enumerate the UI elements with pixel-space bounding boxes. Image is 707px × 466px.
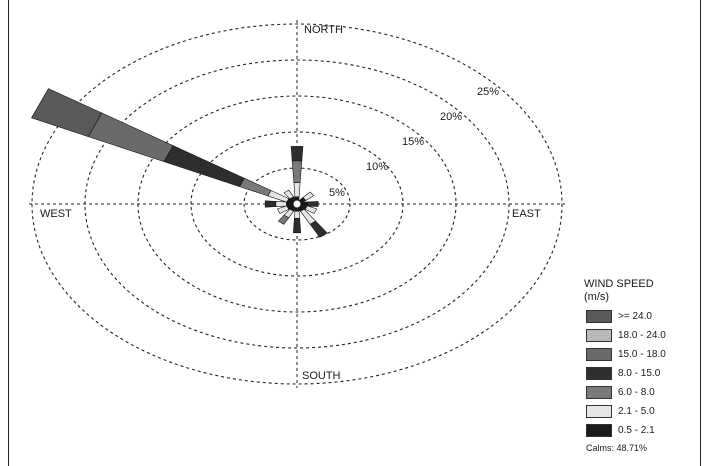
- calm-centre: [292, 199, 302, 209]
- legend-title: WIND SPEED: [584, 278, 654, 290]
- legend-swatch: [586, 405, 612, 418]
- legend-item: 8.0 - 15.0: [584, 365, 704, 384]
- legend-item: 15.0 - 18.0: [584, 346, 704, 365]
- legend-swatch: [586, 424, 612, 437]
- legend-swatch: [586, 310, 612, 323]
- legend-label: 2.1 - 5.0: [618, 406, 655, 417]
- legend-unit: (m/s): [584, 291, 610, 303]
- legend: WIND SPEED (m/s) >= 24.0 18.0 - 24.0 15.0 …: [584, 278, 704, 453]
- petal-120-segment-1: [304, 205, 318, 214]
- petal-180-segment-1: [294, 210, 300, 219]
- ring-label-25: 25%: [477, 86, 499, 98]
- legend-rows: >= 24.0 18.0 - 24.0 15.0 - 18.0 8.0 - 15.0 6…: [584, 308, 704, 441]
- legend-label: 18.0 - 24.0: [618, 330, 666, 341]
- petal-0-segment-1: [293, 182, 301, 198]
- legend-label: 6.0 - 8.0: [618, 387, 655, 398]
- petal-300: [31, 88, 299, 206]
- direction-label-east: EAST: [512, 208, 541, 220]
- legend-item: 18.0 - 24.0: [584, 327, 704, 346]
- petal-330-segment-1: [283, 189, 294, 200]
- petal-240-segment-1: [276, 205, 290, 214]
- chart-frame: [8, 0, 701, 466]
- petal-180-segment-2: [292, 218, 302, 234]
- axes-group: [29, 20, 565, 388]
- petal-300-segment-2: [239, 177, 272, 197]
- petals-group: [31, 88, 328, 238]
- legend-label: 8.0 - 15.0: [618, 368, 661, 379]
- petal-300-segment-5: [31, 88, 103, 137]
- ring-label-10: 10%: [366, 161, 388, 173]
- petal-0: [290, 146, 304, 205]
- petal-210-segment-2: [277, 214, 290, 225]
- direction-label-north: NORTH: [304, 24, 343, 36]
- petal-90-segment-1: [307, 201, 319, 207]
- legend-swatch: [586, 329, 612, 342]
- ring-label-15: 15%: [402, 136, 424, 148]
- petal-270-segment-1: [275, 201, 287, 207]
- legend-label: 0.5 - 2.1: [618, 425, 655, 436]
- petal-0-segment-2: [291, 160, 303, 183]
- labels-group: NORTH SOUTH WEST EAST 5% 10% 15% 20% 25%: [40, 24, 541, 382]
- ring-25: [31, 23, 563, 385]
- petal-0-segment-3: [290, 146, 304, 162]
- legend-swatch: [586, 386, 612, 399]
- petal-150-segment-2: [309, 220, 328, 238]
- ring-label-20: 20%: [440, 111, 462, 123]
- direction-label-south: SOUTH: [302, 370, 341, 382]
- direction-label-west: WEST: [40, 208, 72, 220]
- legend-item: 0.5 - 2.1: [584, 422, 704, 441]
- legend-label: 15.0 - 18.0: [618, 349, 666, 360]
- legend-label: >= 24.0: [618, 311, 652, 322]
- ring-label-5: 5%: [329, 187, 345, 199]
- petal-45-segment-1: [302, 191, 315, 201]
- calms-label: Calms: 48.71%: [586, 443, 648, 453]
- legend-swatch: [586, 367, 612, 380]
- petal-270-segment-2: [264, 200, 277, 208]
- legend-item: 2.1 - 5.0: [584, 403, 704, 422]
- legend-swatch: [586, 348, 612, 361]
- legend-item: 6.0 - 8.0: [584, 384, 704, 403]
- legend-item: >= 24.0: [584, 308, 704, 327]
- petal-300-segment-3: [163, 145, 245, 187]
- petal-300-segment-4: [87, 112, 174, 162]
